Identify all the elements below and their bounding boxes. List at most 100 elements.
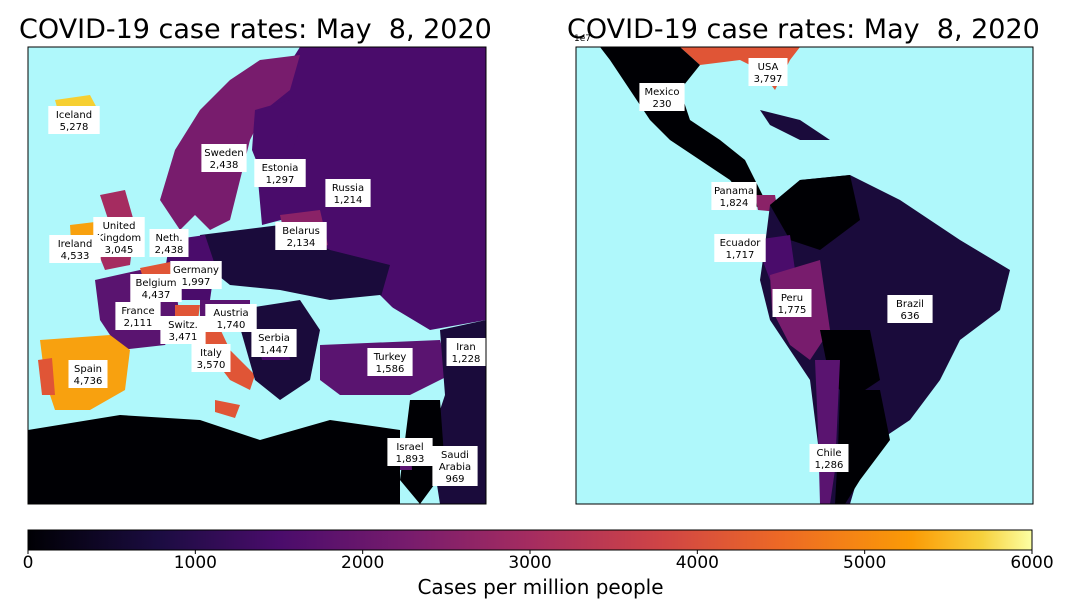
country-name: Austria <box>213 308 248 319</box>
region-sicily <box>215 400 240 418</box>
colorbar-tick-label: 3000 <box>508 553 552 573</box>
label-box <box>49 235 101 263</box>
country-name: Israel <box>396 442 423 453</box>
label-box <box>191 344 231 372</box>
country-name: Estonia <box>262 163 299 174</box>
country-value: 5,278 <box>60 122 89 133</box>
country-name: Belarus <box>282 226 320 237</box>
label-box <box>432 446 478 486</box>
country-value: 4,736 <box>74 376 103 387</box>
label-box <box>130 274 182 302</box>
label-box <box>887 295 933 323</box>
country-value: 2,111 <box>124 318 153 329</box>
country-name: Brazil <box>896 299 924 310</box>
label-box <box>275 222 327 250</box>
label-box <box>639 83 685 111</box>
label-box <box>48 106 100 134</box>
colorbar-tick-label: 4000 <box>675 553 719 573</box>
label-box <box>254 159 306 187</box>
label-box <box>711 182 757 210</box>
country-name: Sweden <box>204 148 244 159</box>
black-sea <box>325 295 400 335</box>
country-value: 1,297 <box>266 175 295 186</box>
country-name: United <box>103 221 136 232</box>
country-value: 3,471 <box>169 332 198 343</box>
country-name: Panama <box>714 186 754 197</box>
country-value: 1,997 <box>182 277 211 288</box>
country-name: Italy <box>200 348 222 359</box>
country-value: 1,214 <box>334 195 363 206</box>
label-box <box>93 217 145 257</box>
colorbar-tick-label: 2000 <box>341 553 385 573</box>
country-value: 3,570 <box>197 360 226 371</box>
colorbar-ticks <box>27 550 1033 554</box>
country-value: 2,134 <box>287 238 316 249</box>
country-name: Iceland <box>56 110 92 121</box>
country-value: 1,586 <box>376 364 405 375</box>
americas-map <box>576 47 1033 504</box>
country-name: Arabia <box>439 462 471 473</box>
label-box <box>325 179 371 207</box>
region-portugal <box>38 358 55 395</box>
colorbar-tick-label: 5000 <box>843 553 887 573</box>
label-box <box>387 438 433 466</box>
region-finland <box>252 100 300 175</box>
region-north-africa <box>28 415 400 504</box>
country-name: Switz. <box>168 320 198 331</box>
country-name: Serbia <box>258 333 290 344</box>
label-box <box>251 329 297 357</box>
label-box <box>149 229 189 257</box>
country-name: Saudi <box>441 450 469 461</box>
label-box <box>714 234 766 262</box>
region-colombia-venezuela <box>770 175 860 250</box>
country-value: 1,286 <box>815 460 844 471</box>
country-value: 3,045 <box>105 245 134 256</box>
country-value: 3,797 <box>754 74 783 85</box>
region-argentina <box>835 390 890 504</box>
country-value: 2,438 <box>210 160 239 171</box>
colorbar-tick-label: 0 <box>22 553 34 573</box>
country-value: 230 <box>652 99 671 110</box>
country-name: Ecuador <box>720 238 762 249</box>
country-name: Ireland <box>58 239 93 250</box>
region-central-east <box>200 225 390 300</box>
country-value: 1,775 <box>778 305 807 316</box>
country-name: Peru <box>781 293 803 304</box>
region-baltics <box>258 175 300 225</box>
country-name: USA <box>758 62 779 73</box>
colorbar-tick-label: 6000 <box>1010 553 1054 573</box>
label-box <box>748 58 788 86</box>
country-name: Belgium <box>136 278 177 289</box>
country-name: Iran <box>456 342 476 353</box>
country-value: 2,438 <box>155 245 184 256</box>
colorbar-tick-label: 1000 <box>173 553 217 573</box>
americas-map-title: COVID-19 case rates: May 8, 2020 <box>567 14 1040 45</box>
country-value: 1,824 <box>720 198 749 209</box>
country-value: 4,533 <box>61 251 90 262</box>
country-value: 1,228 <box>452 354 481 365</box>
country-name: Turkey <box>373 352 407 363</box>
colorbar <box>27 529 1033 551</box>
country-name: Chile <box>816 448 841 459</box>
country-value: 1,740 <box>217 320 246 331</box>
label-box <box>160 316 206 344</box>
axis-scale-label: 1e7 <box>574 34 591 44</box>
europe-map-frame <box>27 46 487 505</box>
label-box <box>809 444 849 472</box>
label-box <box>115 302 161 330</box>
country-name: France <box>121 306 154 317</box>
country-value: 1,717 <box>726 250 755 261</box>
label-box <box>205 304 257 332</box>
country-value: 969 <box>445 474 464 485</box>
americas-map-frame <box>575 46 1034 505</box>
country-value: 4,437 <box>142 290 171 301</box>
europe-map <box>28 47 486 504</box>
label-box <box>68 360 108 388</box>
country-name: Mexico <box>645 87 680 98</box>
country-name: Germany <box>173 265 219 276</box>
label-box <box>446 338 486 366</box>
colorbar-label: Cases per million people <box>417 575 664 599</box>
